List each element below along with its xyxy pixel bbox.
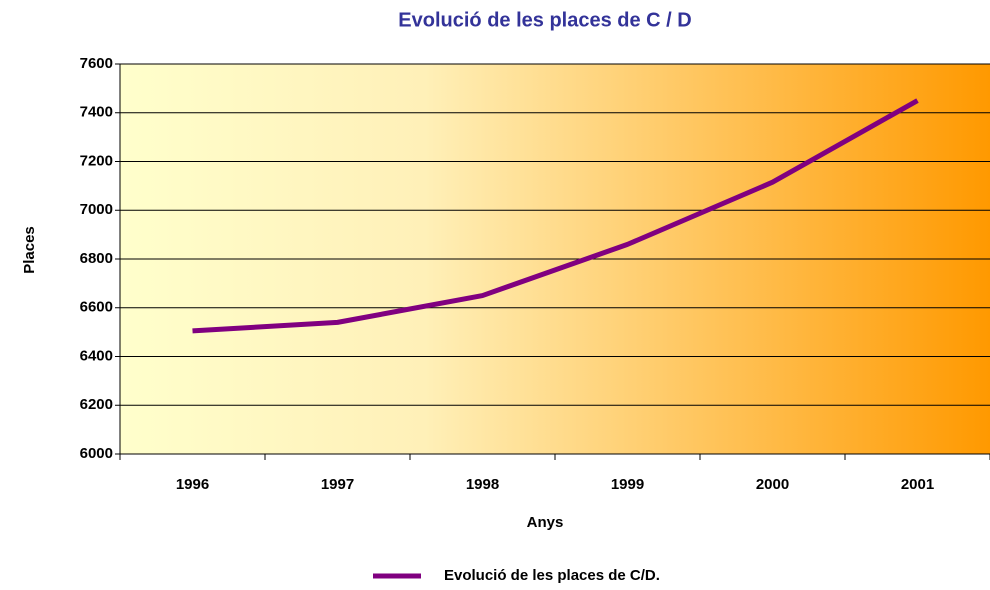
x-tick-label: 1998 xyxy=(466,476,499,493)
legend-label: Evolució de les places de C/D. xyxy=(444,567,660,584)
y-tick-label: 6200 xyxy=(80,396,113,413)
x-tick-label: 2000 xyxy=(756,476,789,493)
x-axis-label: Anys xyxy=(527,514,564,531)
y-axis-label: Places xyxy=(21,226,38,274)
x-tick-label: 2001 xyxy=(901,476,934,493)
x-tick-label: 1996 xyxy=(176,476,209,493)
series-line xyxy=(192,98,919,334)
y-tick-label: 6000 xyxy=(80,445,113,462)
y-tick-label: 7400 xyxy=(80,104,113,121)
y-tick-label: 7200 xyxy=(80,152,113,169)
chart-title: Evolució de les places de C / D xyxy=(398,9,691,31)
y-tick-label: 6800 xyxy=(80,250,113,267)
y-tick-label: 6600 xyxy=(80,299,113,316)
x-tick-label: 1997 xyxy=(321,476,354,493)
y-tick-label: 6400 xyxy=(80,347,113,364)
x-tick-label: 1999 xyxy=(611,476,644,493)
y-tick-label: 7600 xyxy=(80,55,113,72)
y-tick-label: 7000 xyxy=(80,201,113,218)
